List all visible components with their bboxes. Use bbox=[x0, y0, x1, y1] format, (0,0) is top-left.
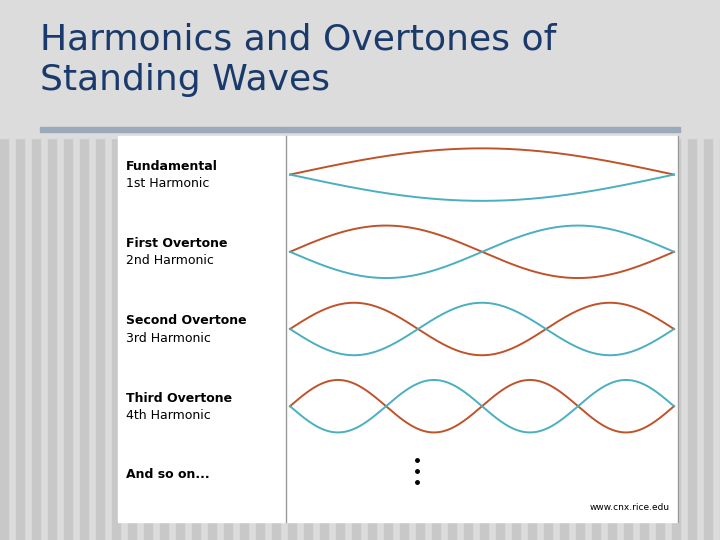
Bar bbox=[448, 0, 456, 540]
Text: www.cnx.rice.edu: www.cnx.rice.edu bbox=[590, 503, 670, 512]
Bar bbox=[624, 0, 632, 540]
Bar bbox=[256, 0, 264, 540]
Bar bbox=[608, 0, 616, 540]
Bar bbox=[384, 0, 392, 540]
Bar bbox=[240, 0, 248, 540]
Bar bbox=[496, 0, 504, 540]
Bar bbox=[288, 0, 296, 540]
Bar bbox=[320, 0, 328, 540]
Text: Second Overtone: Second Overtone bbox=[126, 314, 247, 327]
Text: 3rd Harmonic: 3rd Harmonic bbox=[126, 332, 211, 345]
Text: Harmonics and Overtones of
Standing Waves: Harmonics and Overtones of Standing Wave… bbox=[40, 22, 557, 97]
Bar bbox=[32, 0, 40, 540]
Bar bbox=[560, 0, 568, 540]
Bar bbox=[640, 0, 648, 540]
Bar bbox=[80, 0, 88, 540]
Bar bbox=[576, 0, 584, 540]
Text: 2nd Harmonic: 2nd Harmonic bbox=[126, 254, 214, 267]
Bar bbox=[224, 0, 232, 540]
Bar bbox=[352, 0, 360, 540]
Bar bbox=[144, 0, 152, 540]
Bar bbox=[464, 0, 472, 540]
Bar bbox=[40, 127, 680, 132]
Bar bbox=[528, 0, 536, 540]
Bar bbox=[672, 0, 680, 540]
Text: 1st Harmonic: 1st Harmonic bbox=[126, 177, 210, 190]
Bar bbox=[272, 0, 280, 540]
Bar bbox=[160, 0, 168, 540]
Bar bbox=[656, 0, 664, 540]
Bar bbox=[592, 0, 600, 540]
Bar bbox=[64, 0, 72, 540]
Bar bbox=[118, 136, 678, 522]
Bar bbox=[192, 0, 200, 540]
Bar bbox=[48, 0, 56, 540]
Bar bbox=[176, 0, 184, 540]
Text: 4th Harmonic: 4th Harmonic bbox=[126, 409, 211, 422]
Bar bbox=[704, 0, 712, 540]
Bar bbox=[208, 0, 216, 540]
Bar bbox=[0, 0, 8, 540]
Bar bbox=[688, 0, 696, 540]
Text: Third Overtone: Third Overtone bbox=[126, 392, 232, 404]
Bar bbox=[512, 0, 520, 540]
Bar bbox=[480, 0, 488, 540]
Bar bbox=[400, 0, 408, 540]
Bar bbox=[416, 0, 424, 540]
Bar bbox=[0, 0, 720, 138]
Bar bbox=[336, 0, 344, 540]
Bar bbox=[544, 0, 552, 540]
Bar bbox=[304, 0, 312, 540]
Text: And so on...: And so on... bbox=[126, 468, 210, 481]
Bar bbox=[368, 0, 376, 540]
Text: First Overtone: First Overtone bbox=[126, 237, 228, 251]
Bar bbox=[128, 0, 136, 540]
Bar bbox=[432, 0, 440, 540]
Bar bbox=[96, 0, 104, 540]
Bar bbox=[16, 0, 24, 540]
Bar bbox=[112, 0, 120, 540]
Text: Fundamental: Fundamental bbox=[126, 160, 218, 173]
